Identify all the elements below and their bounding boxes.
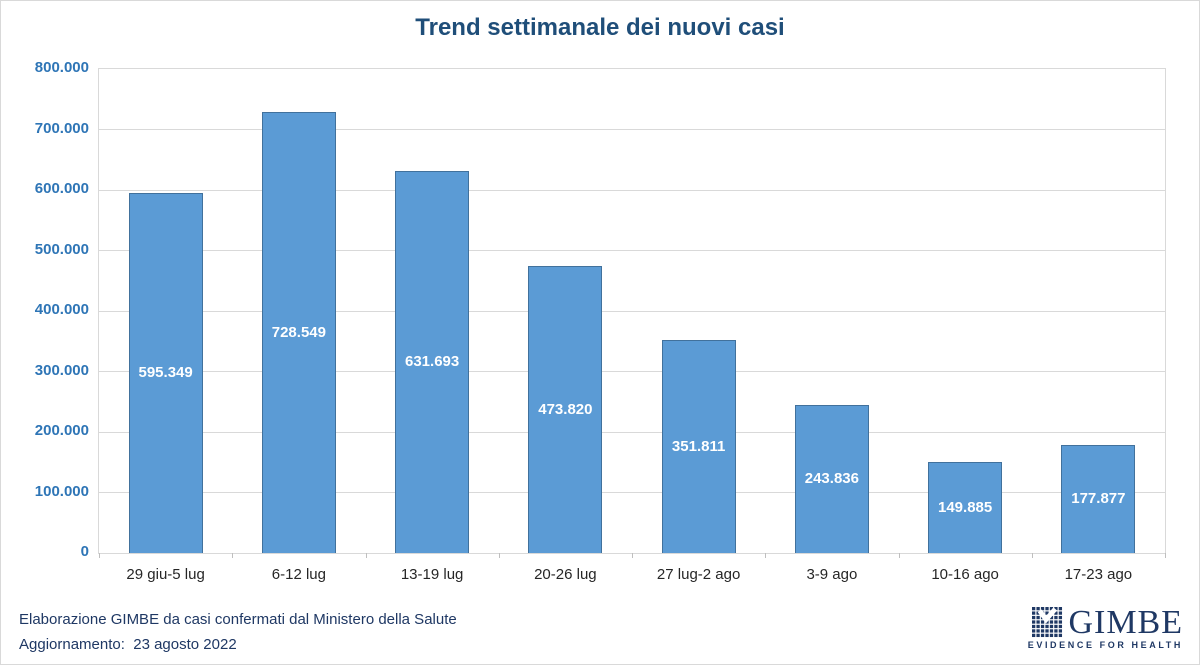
y-axis-tick-label: 800.000 xyxy=(34,59,89,76)
bar-value-label: 631.693 xyxy=(405,353,460,370)
gimbe-logo: GIMBE EVIDENCE FOR HEALTH xyxy=(1027,604,1183,651)
footer-source-line: Elaborazione GIMBE da casi confermati da… xyxy=(19,611,457,628)
axis-tick xyxy=(365,553,367,558)
bar: 631.693 xyxy=(395,171,470,553)
x-axis-category-label: 3-9 ago xyxy=(806,566,858,583)
bar-value-label: 351.811 xyxy=(671,437,726,455)
x-axis-category-label: 6-12 lug xyxy=(271,566,326,583)
axis-tick xyxy=(498,553,500,558)
axis-tick xyxy=(632,553,633,558)
bar: 243.836 xyxy=(794,405,869,553)
bar: 351.811 xyxy=(661,340,736,553)
axis-tick xyxy=(232,553,234,558)
bar-value-label: 595.349 xyxy=(138,364,193,381)
gridline xyxy=(99,250,1165,251)
x-axis-category-label: 27 lug-2 ago xyxy=(656,566,741,583)
bar: 728.549 xyxy=(261,112,336,553)
gimbe-logo-top: GIMBE xyxy=(1032,604,1183,641)
x-axis-category-label: 29 giu-5 lug xyxy=(126,566,205,583)
bar: 595.349 xyxy=(128,193,203,553)
bar-value-label: 243.836 xyxy=(804,470,859,487)
axis-tick xyxy=(765,553,767,558)
gimbe-logo-text: GIMBE xyxy=(1068,604,1183,641)
gridline xyxy=(99,189,1165,191)
gridline xyxy=(99,492,1165,493)
axis-tick xyxy=(1165,553,1166,558)
y-axis-tick-label: 400.000 xyxy=(34,301,89,318)
y-axis-tick-label: 200.000 xyxy=(34,422,89,439)
gridline xyxy=(99,371,1165,372)
axis-tick xyxy=(99,553,100,558)
gridline xyxy=(99,431,1165,433)
y-axis-tick-label: 300.000 xyxy=(34,361,89,379)
x-axis-category-label: 10-16 ago xyxy=(931,566,999,583)
bar-value-label: 149.885 xyxy=(938,498,993,516)
y-axis-tick-label: 100.000 xyxy=(34,482,89,500)
gridline xyxy=(99,129,1165,130)
axis-tick xyxy=(1031,553,1033,558)
plot-area: 595.349 728.549 631.693 473.820 351.811 243.8… xyxy=(98,68,1166,583)
bar: 149.885 xyxy=(928,462,1003,553)
y-axis-tick-label: 700.000 xyxy=(34,119,89,137)
footer-update-line: Aggiornamento: 23 agosto 2022 xyxy=(19,636,237,653)
gimbe-dot-grid-icon xyxy=(1032,607,1063,638)
bar: 177.877 xyxy=(1061,445,1136,553)
bar-value-label: 728.549 xyxy=(271,323,326,341)
x-axis-category-label: 20-26 lug xyxy=(534,566,597,583)
bar: 473.820 xyxy=(528,266,603,553)
x-axis-category-label: 17-23 ago xyxy=(1064,566,1133,583)
y-axis-tick-label: 500.000 xyxy=(34,240,89,258)
gridline xyxy=(99,310,1165,312)
bar-value-label: 473.820 xyxy=(538,400,593,418)
y-axis-tick-label: 0 xyxy=(80,543,89,560)
axis-tick xyxy=(898,553,900,558)
chart-title: Trend settimanale dei nuovi casi xyxy=(415,14,785,41)
bar-value-label: 177.877 xyxy=(1071,490,1126,507)
y-axis-tick-label: 600.000 xyxy=(34,180,89,197)
gimbe-logo-tagline: EVIDENCE FOR HEALTH xyxy=(1027,640,1183,650)
x-axis-category-label: 13-19 lug xyxy=(400,566,464,583)
